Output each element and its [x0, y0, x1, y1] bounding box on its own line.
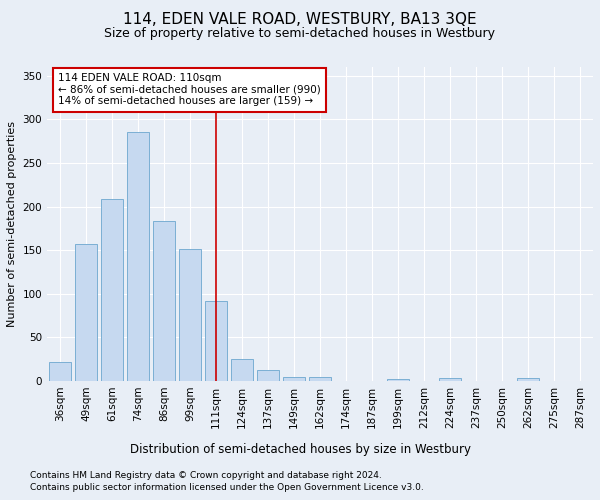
Text: Size of property relative to semi-detached houses in Westbury: Size of property relative to semi-detach…	[104, 28, 496, 40]
Bar	[127, 132, 149, 381]
Text: Contains HM Land Registry data © Crown copyright and database right 2024.: Contains HM Land Registry data © Crown c…	[30, 471, 382, 480]
Bar	[517, 378, 539, 381]
Bar	[387, 380, 409, 381]
Bar	[257, 370, 279, 381]
Bar	[205, 301, 227, 381]
Text: 114 EDEN VALE ROAD: 110sqm
← 86% of semi-detached houses are smaller (990)
14% o: 114 EDEN VALE ROAD: 110sqm ← 86% of semi…	[58, 73, 321, 106]
Bar	[49, 362, 71, 381]
Bar	[309, 376, 331, 381]
Text: Distribution of semi-detached houses by size in Westbury: Distribution of semi-detached houses by …	[130, 442, 470, 456]
Bar	[153, 222, 175, 381]
Bar	[231, 360, 253, 381]
Bar	[439, 378, 461, 381]
Bar	[75, 244, 97, 381]
Y-axis label: Number of semi-detached properties: Number of semi-detached properties	[7, 121, 17, 327]
Bar	[283, 376, 305, 381]
Bar	[179, 250, 201, 381]
Bar	[101, 198, 123, 381]
Text: Contains public sector information licensed under the Open Government Licence v3: Contains public sector information licen…	[30, 484, 424, 492]
Text: 114, EDEN VALE ROAD, WESTBURY, BA13 3QE: 114, EDEN VALE ROAD, WESTBURY, BA13 3QE	[123, 12, 477, 28]
